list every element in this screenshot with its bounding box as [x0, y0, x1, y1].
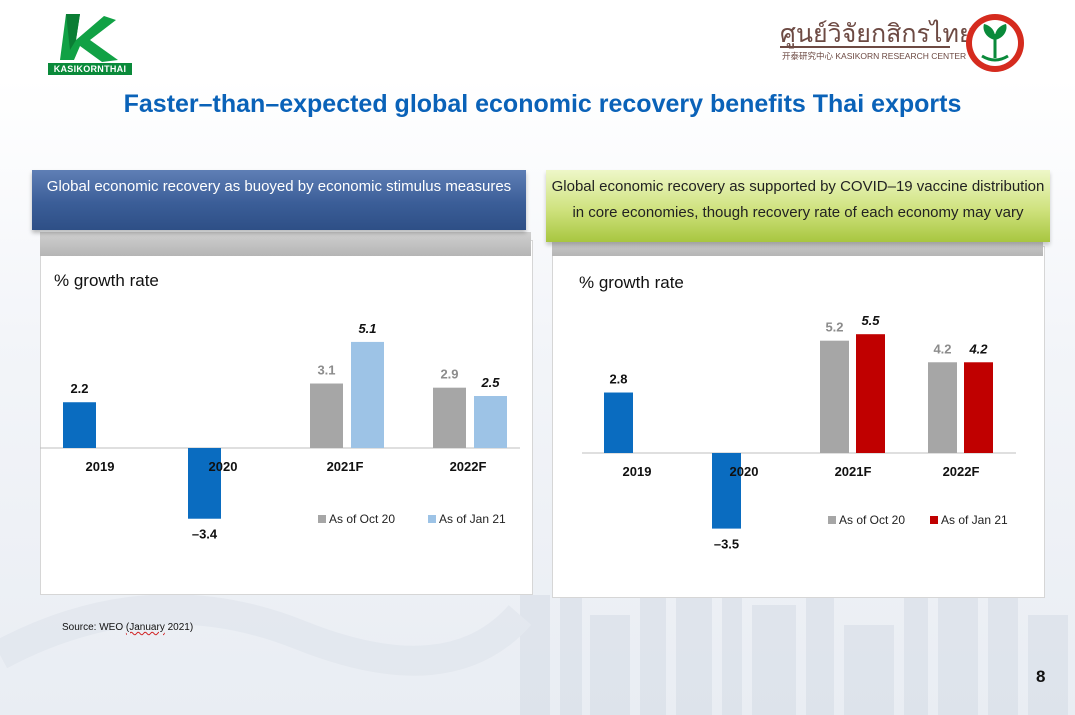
source-note: Source: WEO (January 2021) — [62, 622, 193, 633]
chart1-category-2021F: 2021F — [327, 459, 364, 474]
chart1-label-2019: 2.2 — [70, 381, 88, 396]
left-panel-header: Global economic recovery as buoyed by ec… — [32, 170, 526, 230]
k-leaf-icon — [60, 14, 118, 62]
chart2-label-2022F-jan21: 4.2 — [968, 341, 988, 356]
chart1-bar-2021F-oct20 — [310, 383, 343, 448]
chart2-bar-2021F-oct20 — [820, 340, 849, 453]
chart1-label-2021F-oct20: 3.1 — [317, 363, 335, 378]
chart1-label-2022F-oct20: 2.9 — [440, 367, 458, 382]
chart2-legend-swatch-oct20 — [828, 516, 836, 524]
chart1-legend-label-jan21: As of Jan 21 — [439, 512, 506, 526]
chart2-category-2019: 2019 — [623, 464, 652, 479]
source-year: 2021) — [164, 622, 194, 633]
page-number: 8 — [1036, 667, 1046, 686]
slide-title: Faster–than–expected global economic rec… — [123, 90, 962, 118]
chart2-bar-2019 — [604, 392, 633, 453]
chart1-label-2021F-jan21: 5.1 — [358, 321, 376, 336]
chart1-bar-2022F-jan21 — [474, 396, 507, 448]
chart2-legend-swatch-jan21 — [930, 516, 938, 524]
kasikornthai-logo: KASIKORNTHAI — [46, 10, 136, 76]
chart2-label-2020: –3.5 — [714, 537, 739, 552]
right-y-axis-label: % growth rate — [579, 273, 684, 292]
kresearch-thai-name: ศูนย์วิจัยกสิกรไทย — [780, 19, 974, 48]
chart1-label-2022F-jan21: 2.5 — [480, 375, 500, 390]
right-panel-header: Global economic recovery as supported by… — [546, 170, 1050, 242]
chart2-category-2021F: 2021F — [835, 464, 872, 479]
chart1-category-2022F: 2022F — [450, 459, 487, 474]
chart1-category-2019: 2019 — [86, 459, 115, 474]
chart1-legend-swatch-oct20 — [318, 515, 326, 523]
kresearch-english-name: 开泰研究中心 KASIKORN RESEARCH CENTER — [782, 51, 967, 61]
chart2-bar-2021F-jan21 — [856, 334, 885, 453]
chart1-legend-label-oct20: As of Oct 20 — [329, 512, 395, 526]
chart2-label-2021F-oct20: 5.2 — [825, 320, 843, 335]
kasikorn-research-logo: ศูนย์วิจัยกสิกรไทย 开泰研究中心 KASIKORN RESEA… — [780, 12, 1030, 74]
source-month: (January — [125, 622, 165, 633]
source-prefix: Source: WEO — [62, 622, 126, 633]
chart1-bar-2020 — [188, 448, 221, 519]
kasikornthai-wordmark: KASIKORNTHAI — [48, 63, 132, 75]
chart2-legend-label-oct20: As of Oct 20 — [839, 513, 905, 527]
left-y-axis-label: % growth rate — [54, 271, 159, 290]
chart2-label-2021F-jan21: 5.5 — [861, 313, 880, 328]
chart2-bar-2022F-oct20 — [928, 362, 957, 453]
chart2-category-2020: 2020 — [730, 464, 759, 479]
chart1-category-2020: 2020 — [209, 459, 238, 474]
chart1-bar-2022F-oct20 — [433, 387, 466, 448]
chart2-category-2022F: 2022F — [943, 464, 980, 479]
logo-divider — [780, 46, 950, 48]
chart1-legend-swatch-jan21 — [428, 515, 436, 523]
chart1-bar-2019 — [63, 402, 96, 448]
chart2-bar-2020 — [712, 453, 741, 529]
chart1-bar-2021F-jan21 — [351, 341, 384, 448]
left-panel-cap — [40, 232, 531, 256]
chart1-label-2020: –3.4 — [192, 527, 218, 542]
chart2-label-2022F-oct20: 4.2 — [933, 341, 951, 356]
chart2-bar-2022F-jan21 — [964, 362, 993, 453]
right-panel-cap — [552, 238, 1043, 256]
kbank-emblem-icon — [966, 14, 1024, 72]
chart2-label-2019: 2.8 — [609, 372, 627, 387]
right-chart-panel — [552, 246, 1045, 598]
chart2-legend-label-jan21: As of Jan 21 — [941, 513, 1008, 527]
